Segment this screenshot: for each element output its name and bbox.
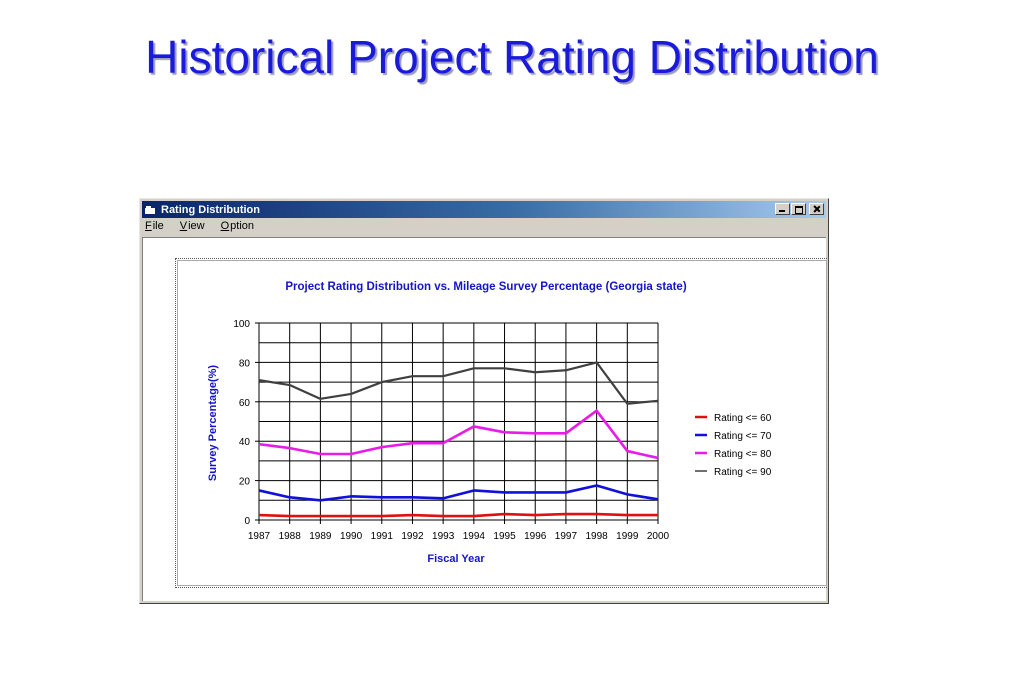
- legend-label: Rating <= 70: [714, 431, 772, 442]
- x-tick-label: 1988: [279, 531, 302, 542]
- x-tick-label: 2000: [647, 531, 670, 542]
- series-line-2: [258, 484, 659, 502]
- x-tick-label: 1991: [371, 531, 394, 542]
- legend-label: Rating <= 60: [714, 413, 772, 424]
- window-titlebar[interactable]: Rating Distribution: [142, 201, 826, 218]
- slide-title: Historical Project Rating Distribution: [145, 31, 879, 83]
- menu-option[interactable]: Option: [220, 220, 255, 232]
- line-chart: Project Rating Distribution vs. Mileage …: [207, 281, 772, 565]
- y-tick-label: 80: [239, 358, 251, 369]
- y-axis-label: Survey Percentage(%): [207, 365, 219, 481]
- x-tick-label: 1992: [401, 531, 424, 542]
- x-tick-label: 1994: [463, 531, 486, 542]
- rating-distribution-window: Rating Distribution File View Option Pro…: [139, 198, 829, 604]
- x-tick-label: 1999: [616, 531, 639, 542]
- window-controls: [774, 203, 824, 215]
- x-tick-label: 1990: [340, 531, 363, 542]
- chart-legend: Rating <= 60 Rating <= 70 Rating <= 80 Rati…: [695, 413, 772, 478]
- chart-title: Project Rating Distribution vs. Mileage …: [285, 281, 687, 293]
- minimize-button[interactable]: [775, 203, 790, 215]
- x-axis-label: Fiscal Year: [427, 553, 485, 565]
- y-axis-ticks: 0 20 40 60 80 100: [233, 319, 259, 527]
- y-tick-label: 60: [239, 398, 251, 409]
- x-tick-label: 1993: [432, 531, 455, 542]
- chart-series: [258, 361, 659, 518]
- app-icon[interactable]: [145, 205, 157, 215]
- x-tick-label: 1996: [524, 531, 547, 542]
- legend-label: Rating <= 80: [714, 449, 772, 460]
- series-line-1: [258, 512, 658, 518]
- series-line-4: [258, 361, 659, 405]
- x-axis-ticks: 1987 1988 1989 1990 1991 1992 1993 1994 1995 1996…: [248, 531, 670, 542]
- x-tick-label: 1995: [493, 531, 516, 542]
- y-tick-label: 40: [239, 437, 251, 448]
- x-tick-label: 1989: [309, 531, 332, 542]
- menu-view[interactable]: View: [179, 220, 205, 232]
- window-client-area: Project Rating Distribution vs. Mileage …: [142, 237, 829, 601]
- chart-grid: [258, 322, 659, 524]
- close-button[interactable]: [809, 203, 824, 215]
- maximize-button[interactable]: [791, 203, 806, 215]
- x-tick-label: 1998: [585, 531, 608, 542]
- x-tick-label: 1997: [555, 531, 578, 542]
- x-tick-label: 1987: [248, 531, 271, 542]
- chart-frame: Project Rating Distribution vs. Mileage …: [175, 258, 829, 588]
- series-line-3: [258, 409, 659, 460]
- window-title: Rating Distribution: [161, 203, 260, 216]
- y-tick-label: 100: [233, 319, 250, 330]
- menu-file[interactable]: File: [145, 220, 164, 232]
- legend-label: Rating <= 90: [714, 467, 772, 478]
- menubar: File View Option: [144, 220, 256, 236]
- y-tick-label: 20: [239, 477, 251, 488]
- y-tick-label: 0: [244, 516, 250, 527]
